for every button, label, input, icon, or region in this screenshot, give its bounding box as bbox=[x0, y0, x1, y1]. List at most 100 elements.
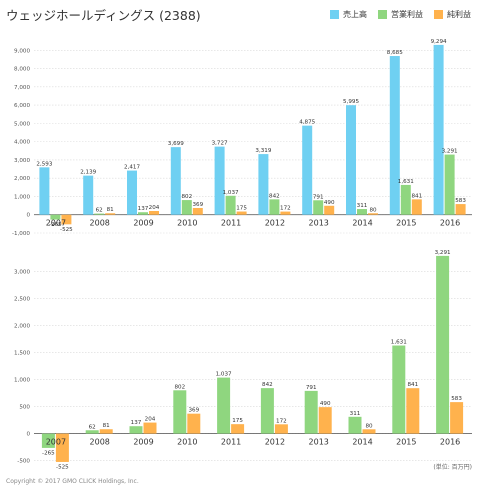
y-tick-label: 9,000 bbox=[14, 48, 30, 54]
bar-operating-profit bbox=[41, 433, 55, 448]
legend-swatch-operating-profit bbox=[378, 9, 387, 19]
bar-operating-profit bbox=[260, 388, 274, 434]
bar-sales bbox=[346, 105, 356, 215]
x-tick-label: 2016 bbox=[440, 219, 460, 228]
bar-operating-profit bbox=[436, 255, 450, 434]
data-label-operating-profit: 311 bbox=[350, 411, 361, 417]
bar-operating-profit bbox=[225, 195, 236, 215]
x-tick-label: 2010 bbox=[177, 438, 197, 447]
bar-operating-profit bbox=[173, 390, 187, 434]
bar-net-profit bbox=[280, 211, 291, 215]
x-tick-label: 2013 bbox=[309, 219, 329, 228]
x-tick-label: 2011 bbox=[221, 438, 241, 447]
bar-net-profit bbox=[450, 402, 464, 434]
bar-operating-profit bbox=[357, 209, 367, 215]
data-label-net-profit: 81 bbox=[103, 423, 111, 429]
x-tick-label: 2009 bbox=[133, 219, 153, 228]
legend-item-sales: 売上高 bbox=[330, 9, 367, 20]
y-tick-label: 2,500 bbox=[14, 297, 30, 303]
page-title: ウェッジホールディングス (2388) bbox=[6, 8, 201, 23]
legend-label-operating-profit: 営業利益 bbox=[391, 9, 423, 19]
bar-sales bbox=[170, 147, 181, 215]
legend-item-operating-profit: 営業利益 bbox=[378, 9, 423, 20]
bar-sales bbox=[39, 167, 50, 215]
legend-label-net-profit: 純利益 bbox=[447, 9, 471, 19]
data-label-net-profit: 204 bbox=[149, 205, 160, 211]
data-label-operating-profit: 3,291 bbox=[442, 149, 458, 155]
data-label-net-profit: -525 bbox=[60, 227, 73, 233]
data-label-net-profit: -525 bbox=[56, 464, 69, 470]
data-label-operating-profit: 1,037 bbox=[223, 190, 239, 196]
bar-net-profit bbox=[105, 213, 116, 215]
x-tick-label: 2013 bbox=[309, 438, 329, 447]
bar-net-profit bbox=[61, 214, 72, 225]
bar-sales bbox=[214, 146, 225, 215]
data-label-operating-profit: 62 bbox=[89, 424, 96, 430]
bar-sales bbox=[258, 154, 269, 215]
data-label-net-profit: 583 bbox=[451, 396, 462, 402]
x-tick-label: 2015 bbox=[396, 219, 416, 228]
data-label-net-profit: 583 bbox=[455, 198, 466, 204]
bar-sales bbox=[433, 44, 444, 215]
bar-net-profit bbox=[143, 422, 157, 434]
x-tick-label: 2009 bbox=[133, 438, 153, 447]
data-label-sales: 2,417 bbox=[124, 165, 140, 171]
x-tick-label: 2012 bbox=[265, 219, 285, 228]
data-label-operating-profit: 1,631 bbox=[391, 340, 407, 346]
x-tick-label: 2014 bbox=[352, 438, 372, 447]
x-tick-label: 2008 bbox=[90, 219, 110, 228]
y-tick-label: -500 bbox=[17, 459, 30, 465]
y-tick-label: 1,000 bbox=[14, 378, 30, 384]
legend-swatch-sales bbox=[330, 9, 339, 19]
data-label-sales: 3,727 bbox=[212, 141, 228, 147]
bar-net-profit bbox=[187, 413, 201, 434]
data-label-operating-profit: 842 bbox=[269, 193, 280, 199]
bar-net-profit bbox=[318, 407, 332, 434]
copyright-text: Copyright © 2017 GMO CLICK Holdings, Inc… bbox=[6, 478, 139, 485]
x-tick-label: 2014 bbox=[352, 219, 372, 228]
data-label-operating-profit: 842 bbox=[262, 382, 273, 388]
data-label-net-profit: 369 bbox=[188, 408, 199, 414]
y-tick-label: 7,000 bbox=[14, 85, 30, 91]
data-label-operating-profit: 311 bbox=[357, 203, 368, 209]
data-label-operating-profit: 3,291 bbox=[435, 250, 451, 256]
bar-operating-profit bbox=[138, 212, 148, 215]
bar-net-profit bbox=[274, 424, 288, 434]
y-tick-label: 3,000 bbox=[14, 270, 30, 276]
data-label-net-profit: 175 bbox=[236, 206, 247, 212]
bar-operating-profit bbox=[400, 184, 411, 215]
data-label-operating-profit: 62 bbox=[96, 208, 103, 214]
data-label-net-profit: 490 bbox=[324, 200, 335, 206]
bar-sales bbox=[83, 175, 94, 215]
y-tick-label: 6,000 bbox=[14, 103, 30, 109]
data-label-sales: 2,139 bbox=[80, 170, 96, 176]
y-tick-label: 1,000 bbox=[14, 194, 30, 200]
x-tick-label: 2011 bbox=[221, 219, 241, 228]
data-label-operating-profit: 802 bbox=[181, 194, 192, 200]
data-label-operating-profit: 137 bbox=[138, 206, 149, 212]
bar-net-profit bbox=[362, 429, 376, 434]
bar-operating-profit bbox=[392, 345, 406, 434]
y-tick-label: 8,000 bbox=[14, 67, 30, 73]
data-label-net-profit: 204 bbox=[145, 417, 156, 423]
data-label-sales: 3,319 bbox=[255, 148, 271, 154]
bar-operating-profit bbox=[444, 154, 455, 215]
y-tick-label: 500 bbox=[19, 405, 30, 411]
x-tick-label: 2012 bbox=[265, 438, 285, 447]
unit-note: (単位: 百万円) bbox=[433, 464, 472, 471]
data-label-net-profit: 81 bbox=[107, 207, 115, 213]
data-label-sales: 3,699 bbox=[168, 141, 184, 147]
chart-legend: 売上高 営業利益 純利益 bbox=[330, 7, 471, 21]
data-label-operating-profit: 1,037 bbox=[216, 372, 232, 378]
y-tick-label: 1,500 bbox=[14, 351, 30, 357]
x-tick-label: 2015 bbox=[396, 438, 416, 447]
bar-net-profit bbox=[236, 211, 247, 215]
bar-operating-profit bbox=[217, 377, 231, 434]
y-tick-label: 5,000 bbox=[14, 121, 30, 127]
y-tick-label: 0 bbox=[26, 213, 30, 219]
data-label-sales: 5,995 bbox=[343, 99, 359, 105]
bar-operating-profit bbox=[304, 390, 318, 434]
data-label-sales: 4,875 bbox=[299, 120, 315, 126]
data-label-operating-profit: 791 bbox=[313, 194, 324, 200]
legend-item-net-profit: 純利益 bbox=[434, 9, 471, 20]
